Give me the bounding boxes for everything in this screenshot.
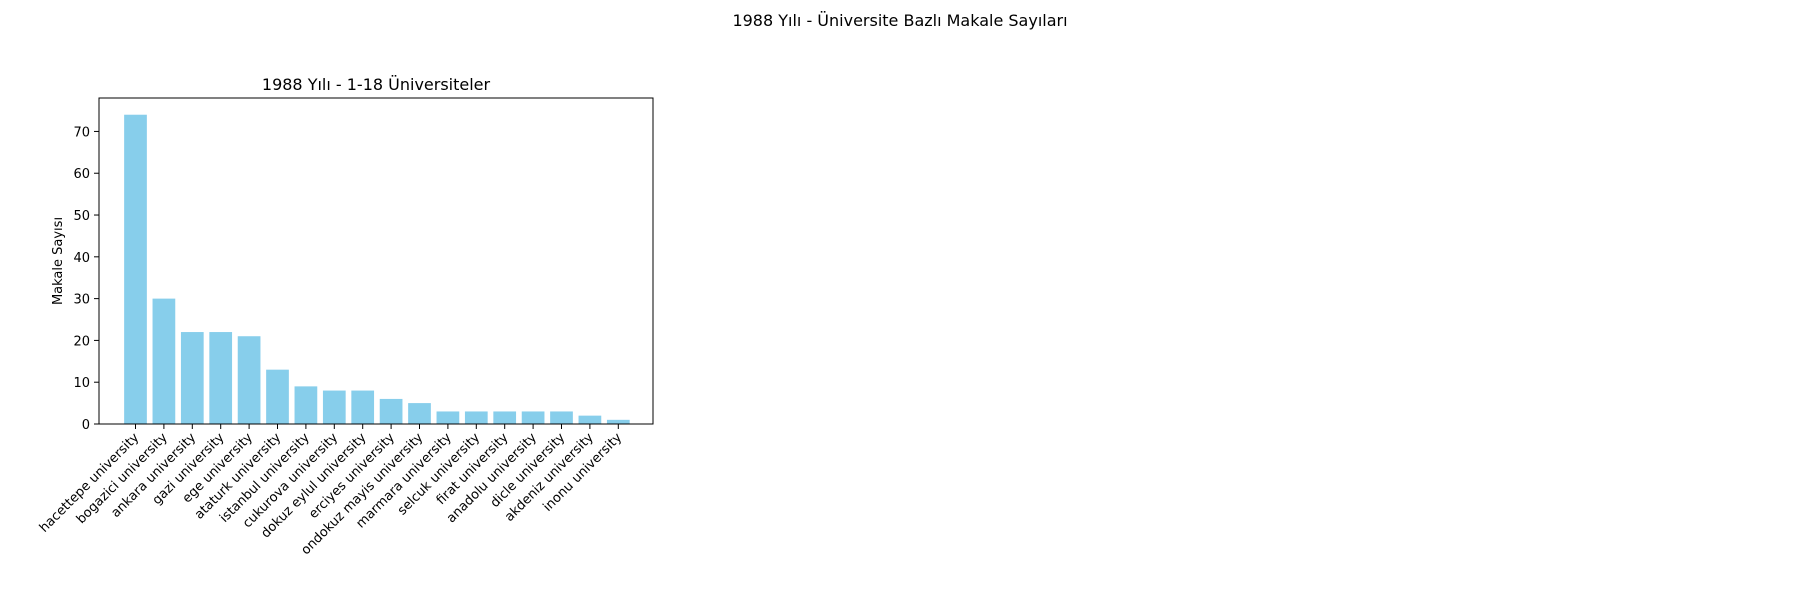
bar-1 [124,114,147,424]
y-tick-label: 10 [73,376,90,391]
bar-12 [436,411,460,424]
bar-8 [322,390,346,424]
y-tick-label: 30 [73,293,90,308]
y-tick-label: 60 [73,167,90,182]
chart-title: 1988 Yılı - 1-18 Üniversiteler [262,75,491,94]
bar-10 [379,398,403,424]
bar-15 [521,411,545,424]
y-ticks-group: 0 10 20 30 40 50 60 70 [73,125,99,433]
y-tick-label: 0 [82,418,90,433]
bar-16 [550,411,573,424]
bar-14 [493,411,517,424]
y-tick-label: 50 [73,209,90,224]
bar-11 [408,403,431,424]
bar-18 [606,419,630,424]
bar-3 [180,332,204,424]
bar-6 [266,369,289,424]
plot-frame [98,97,654,425]
bar-4 [209,332,233,424]
bar-2 [152,298,176,424]
y-tick-label: 70 [73,125,90,140]
y-tick-label: 40 [73,251,90,266]
bar-9 [351,390,375,424]
bars-group [124,114,630,424]
y-axis-label: Makale Sayısı [51,217,66,305]
figure-suptitle: 1988 Yılı - Üniversite Bazlı Makale Sayı… [732,11,1067,30]
y-tick-label: 20 [73,334,90,349]
chart-axes: 1988 Yılı - 1-18 Üniversiteler Makale Sa… [37,75,654,558]
bar-7 [294,386,318,424]
bar-13 [464,411,488,424]
bar-5 [237,336,261,424]
bar-17 [578,415,602,424]
